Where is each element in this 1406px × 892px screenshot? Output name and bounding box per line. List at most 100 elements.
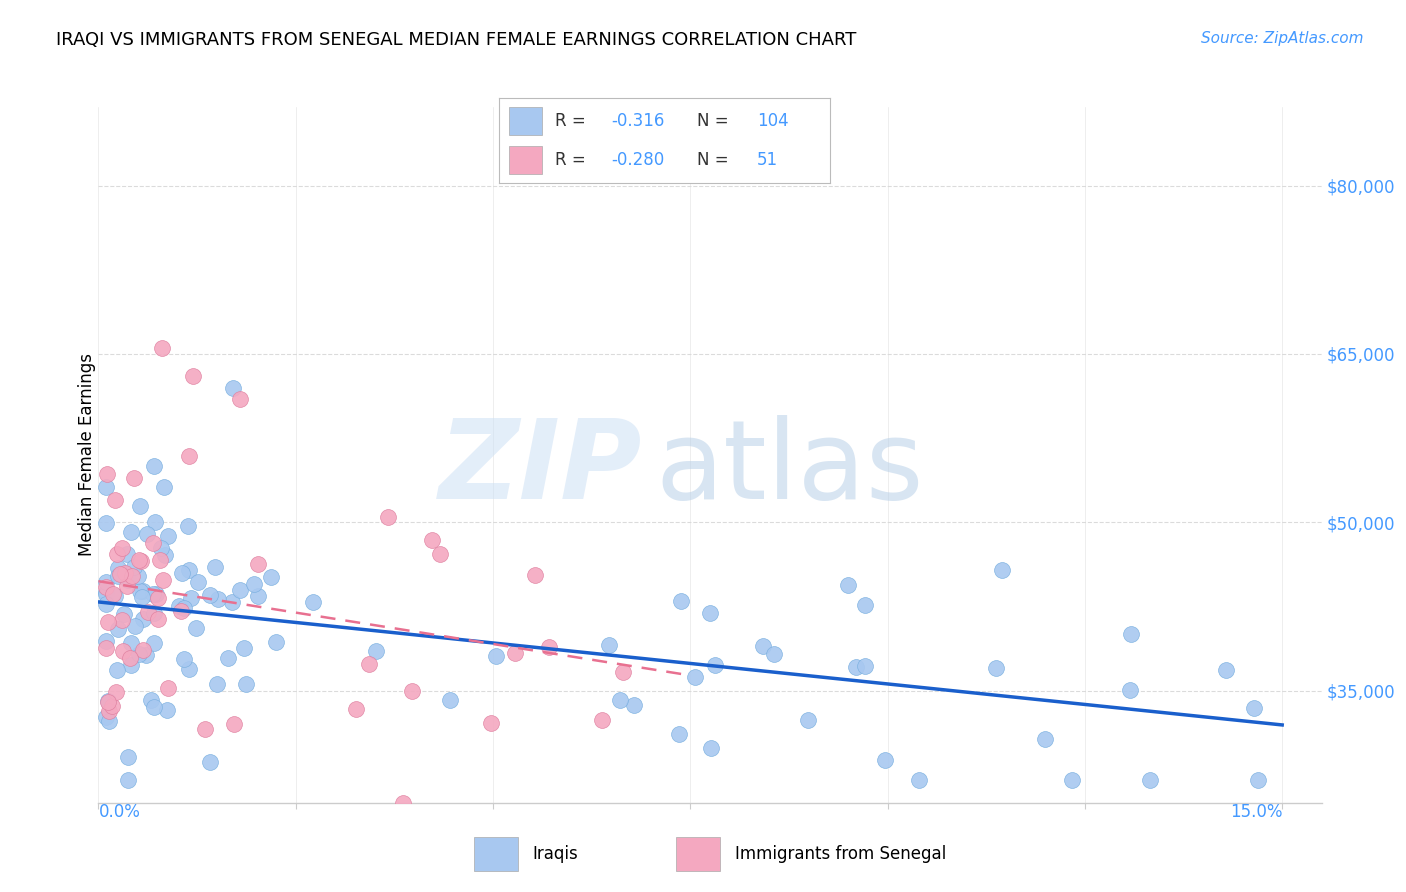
- Point: [96, 467, 118, 482]
- Text: N =: N =: [697, 151, 734, 169]
- Point: [131, 590, 153, 604]
- Text: N =: N =: [697, 112, 734, 130]
- Point: [301, 595, 323, 609]
- Point: [157, 681, 180, 696]
- Point: [98, 714, 121, 728]
- Bar: [675, 837, 720, 871]
- Point: [146, 612, 169, 626]
- Point: [1247, 773, 1270, 788]
- Point: [128, 647, 150, 661]
- Point: [229, 583, 252, 598]
- Point: [96, 580, 118, 594]
- Point: [104, 492, 127, 507]
- Point: [177, 661, 200, 675]
- Point: [392, 796, 415, 810]
- Point: [114, 566, 136, 581]
- Point: [177, 449, 200, 463]
- Point: [344, 702, 367, 716]
- Point: [114, 607, 136, 621]
- Point: [150, 341, 173, 355]
- Point: [699, 606, 721, 620]
- Point: [623, 698, 645, 713]
- Point: [97, 693, 120, 707]
- Point: [105, 663, 128, 677]
- Point: [96, 575, 118, 590]
- Point: [120, 657, 142, 672]
- Text: R =: R =: [555, 112, 592, 130]
- Point: [117, 750, 139, 764]
- Point: [122, 471, 145, 485]
- Point: [136, 527, 159, 541]
- Point: [111, 613, 134, 627]
- Point: [479, 715, 502, 730]
- Point: [704, 658, 727, 673]
- Point: [990, 563, 1012, 577]
- Point: [107, 561, 129, 575]
- Text: 0.0%: 0.0%: [98, 803, 141, 821]
- Text: Iraqis: Iraqis: [533, 845, 579, 863]
- Point: [139, 693, 162, 707]
- Point: [229, 392, 252, 406]
- Point: [181, 369, 204, 384]
- Point: [96, 598, 118, 612]
- Point: [668, 727, 690, 741]
- Point: [845, 659, 868, 673]
- Bar: [509, 107, 543, 136]
- Point: [173, 652, 195, 666]
- Text: atlas: atlas: [655, 416, 924, 523]
- Point: [111, 644, 134, 658]
- Point: [177, 563, 200, 577]
- Point: [699, 740, 721, 755]
- Point: [115, 579, 138, 593]
- Point: [103, 587, 125, 601]
- Text: 51: 51: [756, 151, 778, 169]
- Point: [122, 560, 145, 574]
- Point: [117, 773, 139, 788]
- Point: [837, 578, 859, 592]
- Point: [609, 693, 631, 707]
- Point: [1119, 627, 1142, 641]
- Point: [142, 587, 165, 601]
- Point: [143, 516, 166, 530]
- Point: [377, 509, 399, 524]
- Point: [235, 677, 257, 691]
- Text: Source: ZipAtlas.com: Source: ZipAtlas.com: [1201, 31, 1364, 46]
- Point: [1062, 773, 1084, 788]
- Point: [167, 599, 190, 614]
- Point: [242, 577, 264, 591]
- Point: [146, 591, 169, 605]
- Point: [1139, 773, 1161, 788]
- Point: [1033, 732, 1056, 747]
- Point: [152, 573, 174, 587]
- Point: [132, 584, 155, 599]
- Point: [429, 547, 451, 561]
- Point: [135, 648, 157, 663]
- Point: [524, 567, 547, 582]
- Point: [907, 773, 929, 788]
- Point: [591, 714, 613, 728]
- Point: [170, 604, 193, 618]
- Point: [105, 547, 128, 561]
- Point: [364, 644, 387, 658]
- Point: [984, 661, 1007, 675]
- Point: [96, 586, 118, 600]
- Point: [120, 524, 142, 539]
- Point: [150, 541, 173, 555]
- Point: [141, 536, 163, 550]
- Text: R =: R =: [555, 151, 592, 169]
- Point: [752, 639, 775, 653]
- Point: [180, 591, 202, 605]
- Text: Immigrants from Senegal: Immigrants from Senegal: [734, 845, 946, 863]
- Point: [149, 553, 172, 567]
- Point: [108, 567, 131, 582]
- Point: [1119, 682, 1142, 697]
- Point: [683, 670, 706, 684]
- Text: 15.0%: 15.0%: [1230, 803, 1282, 821]
- Point: [118, 651, 141, 665]
- Point: [128, 584, 150, 599]
- Point: [104, 684, 127, 698]
- Point: [401, 684, 423, 698]
- Point: [107, 568, 129, 582]
- Point: [172, 566, 194, 580]
- Point: [115, 547, 138, 561]
